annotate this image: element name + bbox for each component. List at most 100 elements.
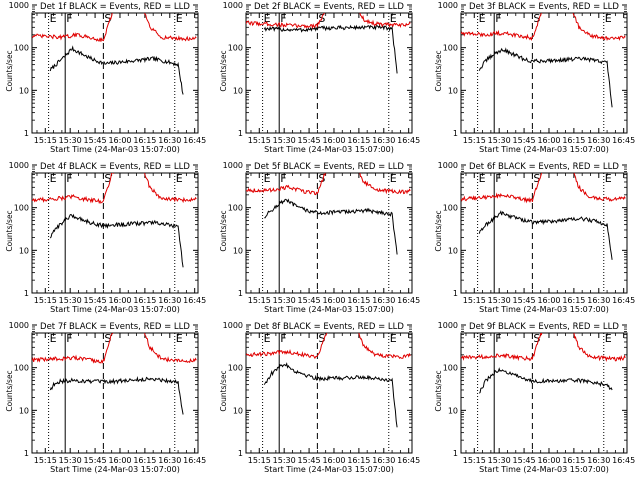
x-tick-label: 15:15 <box>463 136 486 145</box>
x-axis-label: Start Time (24-Mar-03 15:07:00) <box>479 305 609 314</box>
data-series-group <box>246 13 411 74</box>
panel-title: Det 6f BLACK = Events, RED = LLD <box>469 162 619 172</box>
y-axis-label: Counts/sec <box>5 370 14 411</box>
panel-title: Det 9f BLACK = Events, RED = LLD <box>469 322 619 332</box>
time-marker-label: S <box>104 12 111 25</box>
y-tick-label: 100 <box>443 204 458 213</box>
x-tick-label: 16:15 <box>133 296 156 305</box>
y-tick-label: 100 <box>14 44 29 53</box>
x-axis-label: Start Time (24-Mar-03 15:07:00) <box>479 145 609 154</box>
time-marker-label: S <box>318 172 325 185</box>
x-tick-label: 15:15 <box>34 296 57 305</box>
y-axis-label: Counts/sec <box>434 210 443 251</box>
x-tick-label: 15:30 <box>59 456 82 465</box>
time-marker-label: E <box>390 332 397 345</box>
x-tick-label: 15:45 <box>513 456 536 465</box>
y-tick-label: 1 <box>453 289 458 298</box>
plot-frame <box>460 12 628 134</box>
data-series-group <box>461 173 626 260</box>
panel-det-2: Det 2f BLACK = Events, RED = LLD 1 10 100 10… <box>219 1 420 154</box>
x-tick-label: 15:30 <box>488 296 511 305</box>
x-tick-label: 15:30 <box>488 136 511 145</box>
y-tick-label: 10 <box>19 86 29 95</box>
y-tick-label: 1 <box>238 449 243 458</box>
events-series-line <box>478 367 613 394</box>
time-marker-label: S <box>533 12 540 25</box>
x-tick-label: 16:15 <box>562 136 585 145</box>
x-tick-label: 16:00 <box>537 456 560 465</box>
y-tick-label: 100 <box>228 364 243 373</box>
x-tick-label: 15:45 <box>84 296 107 305</box>
y-tick-label: 1 <box>238 129 243 138</box>
lld-series-line <box>32 13 197 42</box>
time-marker-label: E <box>390 12 397 25</box>
y-tick-label: 1 <box>453 449 458 458</box>
panel-det-9: Det 9f BLACK = Events, RED = LLD 1 10 100 10… <box>434 321 635 474</box>
y-axis-label: Counts/sec <box>434 370 443 411</box>
x-tick-label: 16:00 <box>108 136 131 145</box>
x-tick-label: 16:45 <box>612 456 635 465</box>
x-tick-label: 16:00 <box>322 296 345 305</box>
x-tick-label: 16:00 <box>108 456 131 465</box>
events-series-line <box>49 375 184 415</box>
time-marker-label: E <box>176 12 183 25</box>
lld-series-line <box>32 333 197 364</box>
events-series-line <box>478 47 613 108</box>
x-tick-label: 16:30 <box>587 296 610 305</box>
x-tick-label: 16:30 <box>158 296 181 305</box>
panel-det-8: Det 8f BLACK = Events, RED = LLD 1 10 100 10… <box>219 321 420 474</box>
x-tick-label: 15:15 <box>34 136 57 145</box>
time-marker-label: F <box>280 332 286 345</box>
x-axis-label: Start Time (24-Mar-03 15:07:00) <box>264 145 394 154</box>
x-tick-label: 16:00 <box>537 136 560 145</box>
y-tick-label: 10 <box>233 86 243 95</box>
x-axis-label: Start Time (24-Mar-03 15:07:00) <box>50 145 180 154</box>
y-tick-label: 100 <box>14 204 29 213</box>
panel-det-3: Det 3f BLACK = Events, RED = LLD 1 10 100 10… <box>434 1 635 154</box>
x-tick-label: 15:45 <box>298 296 321 305</box>
x-tick-label: 16:00 <box>322 456 345 465</box>
y-tick-label: 1000 <box>438 321 458 330</box>
time-marker-label: S <box>533 332 540 345</box>
y-axis-label: Counts/sec <box>219 50 228 91</box>
x-axis-label: Start Time (24-Mar-03 15:07:00) <box>50 305 180 314</box>
x-tick-label: 16:00 <box>537 296 560 305</box>
x-tick-label: 15:45 <box>84 456 107 465</box>
data-series-group <box>32 173 197 268</box>
plot-frame <box>31 332 199 454</box>
events-series-line <box>49 213 184 268</box>
y-tick-label: 1 <box>453 129 458 138</box>
y-tick-label: 100 <box>443 364 458 373</box>
y-tick-label: 1000 <box>438 161 458 170</box>
x-tick-label: 16:30 <box>372 136 395 145</box>
data-series-group <box>461 333 626 394</box>
panel-det-7: Det 7f BLACK = Events, RED = LLD 1 10 100 10… <box>5 321 206 474</box>
x-tick-label: 16:15 <box>347 136 370 145</box>
x-tick-label: 15:15 <box>248 296 271 305</box>
y-tick-label: 100 <box>228 44 243 53</box>
y-tick-label: 1000 <box>223 1 243 10</box>
y-axis-label: Counts/sec <box>5 210 14 251</box>
plot-frame <box>245 332 413 454</box>
x-tick-label: 16:45 <box>183 296 206 305</box>
x-tick-label: 15:45 <box>513 136 536 145</box>
x-tick-label: 16:30 <box>587 456 610 465</box>
panel-title: Det 5f BLACK = Events, RED = LLD <box>254 162 404 172</box>
panel-title: Det 2f BLACK = Events, RED = LLD <box>254 2 404 12</box>
panel-det-6: Det 6f BLACK = Events, RED = LLD 1 10 100 10… <box>434 161 635 314</box>
time-marker-label: E <box>50 172 57 185</box>
plot-frame <box>460 172 628 294</box>
y-tick-label: 1000 <box>223 321 243 330</box>
data-series-group <box>246 333 411 428</box>
y-tick-label: 1 <box>238 289 243 298</box>
time-marker-label: E <box>390 172 397 185</box>
data-series-group <box>32 13 197 95</box>
time-marker-label: E <box>50 12 57 25</box>
x-tick-label: 16:15 <box>133 136 156 145</box>
y-tick-label: 10 <box>448 86 458 95</box>
time-marker-label: E <box>605 172 612 185</box>
lld-series-line <box>461 13 626 42</box>
time-marker-label: E <box>176 172 183 185</box>
y-tick-label: 100 <box>14 364 29 373</box>
x-tick-label: 15:30 <box>273 456 296 465</box>
